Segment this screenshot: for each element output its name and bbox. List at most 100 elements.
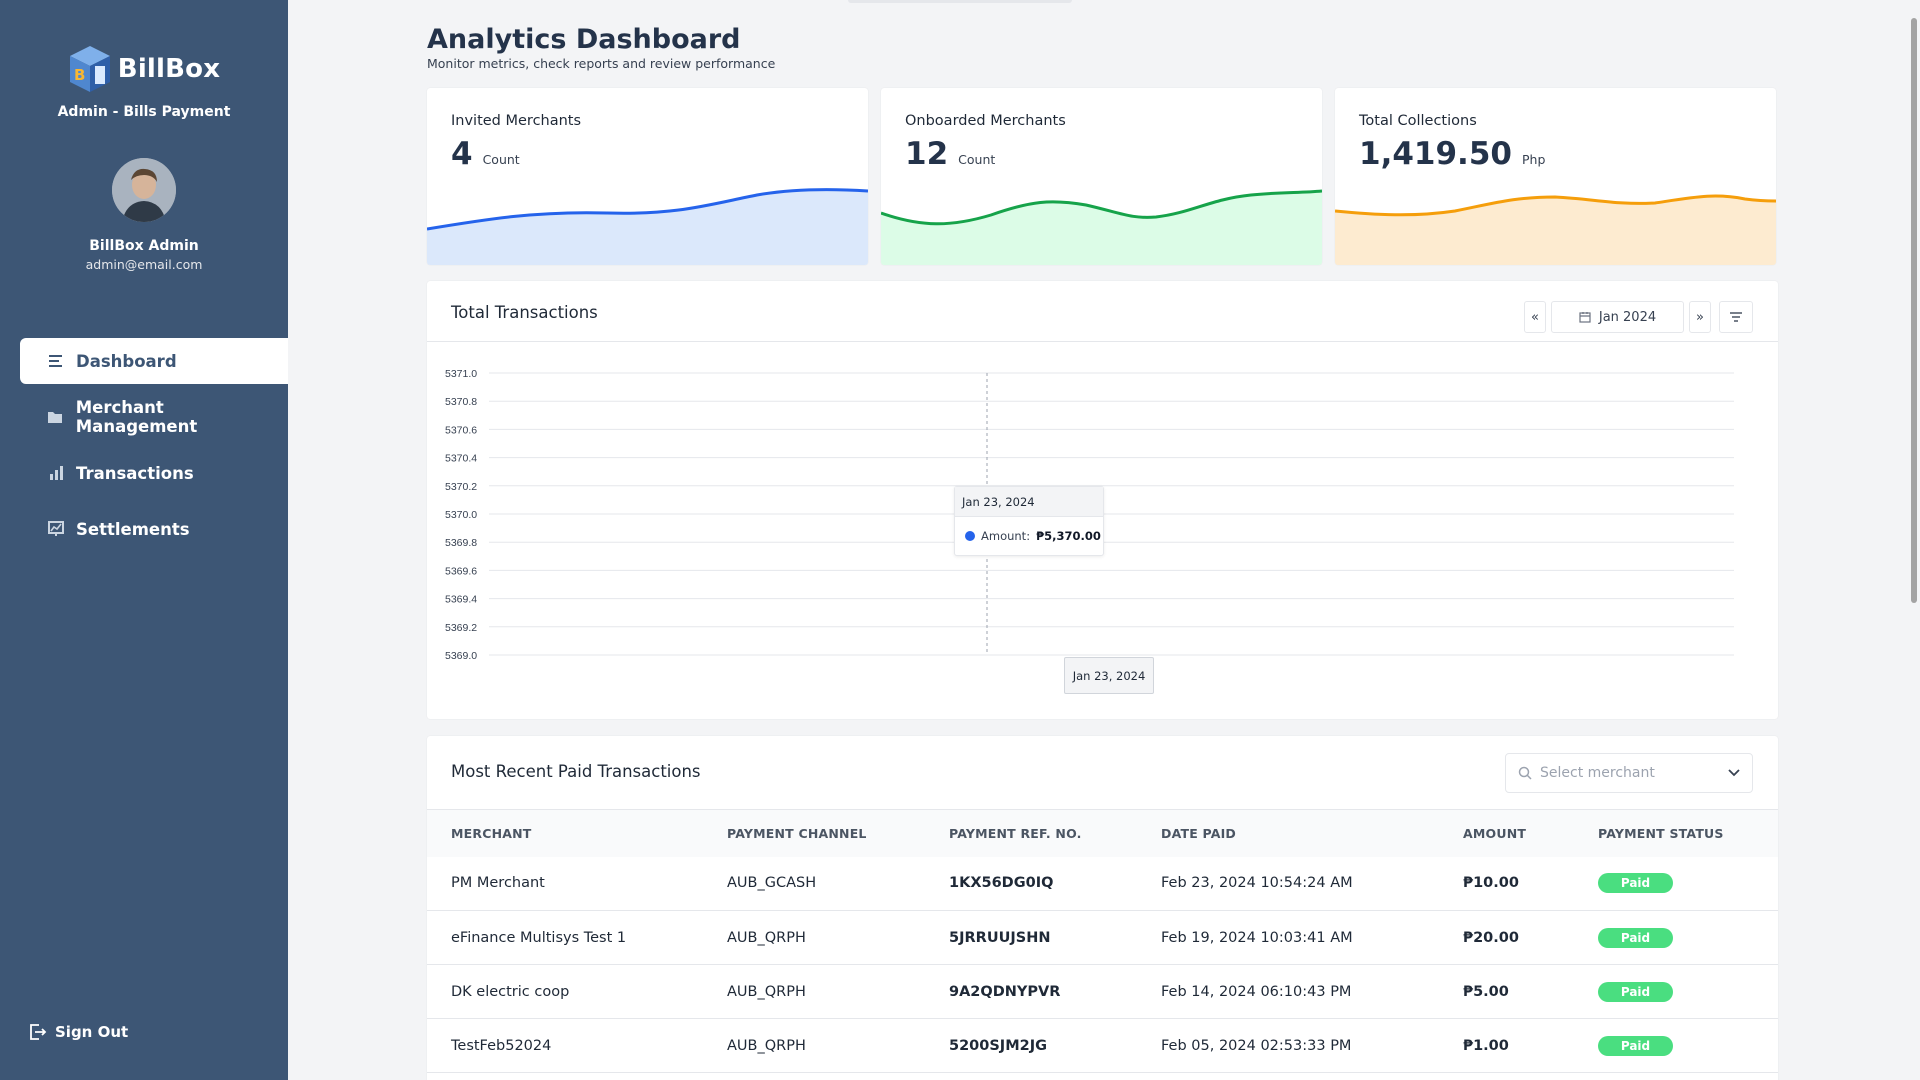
x-crosshair-label: Jan 23, 2024 (1064, 657, 1154, 694)
card-title: Most Recent Paid Transactions (451, 762, 701, 781)
y-tick-label: 5370.2 (445, 481, 477, 493)
divider (427, 341, 1778, 342)
stat-value: 12 (905, 136, 949, 172)
page-title: Analytics Dashboard (427, 24, 741, 55)
recent-transactions-card: Most Recent Paid Transactions Select mer… (427, 736, 1778, 1080)
brand-subtitle: Admin - Bills Payment (57, 104, 231, 120)
ref-cell: 5200SJM2JG (949, 1018, 1161, 1073)
amount-cell: ₱1.00 (1463, 1018, 1598, 1073)
sidebar-item-merchant-management[interactable]: Merchant Management (20, 394, 288, 440)
date-cell: Feb 23, 2024 10:54:24 AM (1161, 856, 1463, 911)
ref-cell: 5JRRUUJSHN (949, 910, 1161, 965)
y-tick-label: 5369.0 (445, 650, 477, 662)
sidebar-nav: Dashboard Merchant Management Transactio… (20, 338, 288, 562)
brand-name: BillBox (117, 54, 221, 84)
next-period-button[interactable]: » (1689, 301, 1711, 333)
sparkline-area (1335, 196, 1776, 265)
y-tick-label: 5370.0 (445, 509, 477, 521)
column-header[interactable]: AMOUNT (1463, 825, 1527, 841)
scrollbar-thumb[interactable] (1911, 18, 1917, 603)
bar-chart-icon (47, 465, 64, 482)
column-header[interactable]: PAYMENT REF. NO. (949, 825, 1082, 841)
amount-cell: ₱5.00 (1463, 964, 1598, 1019)
date-cell: Feb 05, 2024 02:53:33 PM (1161, 1018, 1463, 1073)
table-row[interactable]: eFinance Multisys Test 1 AUB_QRPH 5JRRUU… (427, 910, 1778, 965)
sparkline (881, 189, 1322, 265)
user-name: BillBox Admin (89, 238, 199, 254)
y-tick-label: 5369.2 (445, 622, 477, 634)
sparkline (1335, 194, 1776, 265)
sign-out-button[interactable]: Sign Out (27, 1022, 128, 1042)
chevron-down-icon (1728, 769, 1740, 777)
period-label: Jan 2024 (1598, 309, 1657, 325)
user-photo-icon (112, 158, 176, 222)
sidebar-item-dashboard[interactable]: Dashboard (20, 338, 288, 384)
table-row[interactable]: DK electric coop AUB_QRPH 9A2QDNYPVR Feb… (427, 964, 1778, 1019)
series-dot (965, 531, 975, 541)
table-row[interactable]: PM Merchant AUB_GCASH 1KX56DG0IQ Feb 23,… (427, 856, 1778, 911)
folder-icon (47, 409, 64, 426)
column-header[interactable]: PAYMENT CHANNEL (727, 825, 867, 841)
page-scrollbar[interactable] (1908, 0, 1918, 1080)
tooltip-value: ₱5,370.00 (1036, 529, 1101, 543)
sidebar-item-transactions[interactable]: Transactions (20, 450, 288, 496)
stat-unit: Count (482, 152, 520, 167)
card-title: Total Transactions (451, 303, 598, 322)
chart-board-icon (47, 521, 64, 538)
filter-icon (1730, 312, 1742, 322)
date-cell: Feb 19, 2024 10:03:41 AM (1161, 910, 1463, 965)
status-badge: Paid (1598, 1035, 1673, 1056)
amount-cell: ₱20.00 (1463, 910, 1598, 965)
table-row[interactable]: TestFeb52024 AUB_QRPH 5200SJM2JG Feb 05,… (427, 1018, 1778, 1073)
sidebar-item-label: Transactions (76, 463, 194, 483)
status-badge: Paid (1598, 873, 1673, 894)
y-tick-label: 5369.8 (445, 537, 477, 549)
sparkline-area (427, 189, 868, 265)
stat-card-invited-merchants: Invited Merchants 4 Count (427, 88, 868, 265)
sidebar-item-settlements[interactable]: Settlements (20, 506, 288, 552)
tooltip-header: Jan 23, 2024 (955, 487, 1103, 517)
sparkline (427, 188, 868, 265)
channel-cell: AUB_QRPH (727, 910, 949, 965)
stat-label: Onboarded Merchants (905, 113, 1066, 129)
next-label: » (1696, 309, 1704, 325)
stat-label: Invited Merchants (451, 113, 582, 129)
period-picker[interactable]: Jan 2024 (1551, 301, 1684, 333)
date-cell: Feb 14, 2024 06:10:43 PM (1161, 964, 1463, 1019)
calendar-icon (1579, 312, 1591, 323)
billbox-logo-icon: B (69, 46, 110, 92)
stat-card-onboarded-merchants: Onboarded Merchants 12 Count (881, 88, 1322, 265)
sidebar-item-label: Dashboard (76, 351, 177, 371)
stat-card-total-collections: Total Collections 1,419.50 Php (1335, 88, 1776, 265)
sign-out-icon (30, 1024, 47, 1040)
status-badge: Paid (1598, 981, 1673, 1002)
amount-cell: ₱10.00 (1463, 856, 1598, 911)
tooltip-series-label: Amount: (981, 529, 1031, 543)
svg-text:B: B (74, 66, 85, 84)
y-tick-label: 5370.4 (445, 453, 477, 465)
column-header[interactable]: MERCHANT (451, 825, 532, 841)
transactions-table: MERCHANT PAYMENT CHANNEL PAYMENT REF. NO… (427, 809, 1778, 1073)
table-header-row: MERCHANT PAYMENT CHANNEL PAYMENT REF. NO… (427, 809, 1778, 857)
merchant-cell: eFinance Multisys Test 1 (427, 910, 727, 965)
top-drag-handle (848, 0, 1072, 3)
channel-cell: AUB_QRPH (727, 964, 949, 1019)
y-tick-label: 5369.6 (445, 565, 477, 577)
brand: B BillBox (0, 44, 288, 94)
status-cell: Paid (1598, 964, 1778, 1019)
column-header[interactable]: DATE PAID (1161, 825, 1237, 841)
prev-period-button[interactable]: « (1524, 301, 1546, 333)
chart-tooltip: Jan 23, 2024 Amount: ₱5,370.00 (954, 486, 1104, 556)
status-cell: Paid (1598, 856, 1778, 911)
channel-cell: AUB_GCASH (727, 856, 949, 911)
search-icon (1518, 766, 1532, 780)
column-header[interactable]: PAYMENT STATUS (1598, 825, 1724, 841)
merchant-cell: DK electric coop (427, 964, 727, 1019)
filter-button[interactable] (1719, 301, 1753, 333)
y-tick-label: 5370.8 (445, 396, 477, 408)
list-icon (47, 353, 64, 370)
status-cell: Paid (1598, 1018, 1778, 1073)
merchant-cell: TestFeb52024 (427, 1018, 727, 1073)
avatar[interactable] (112, 158, 176, 222)
merchant-select[interactable]: Select merchant (1505, 753, 1753, 793)
